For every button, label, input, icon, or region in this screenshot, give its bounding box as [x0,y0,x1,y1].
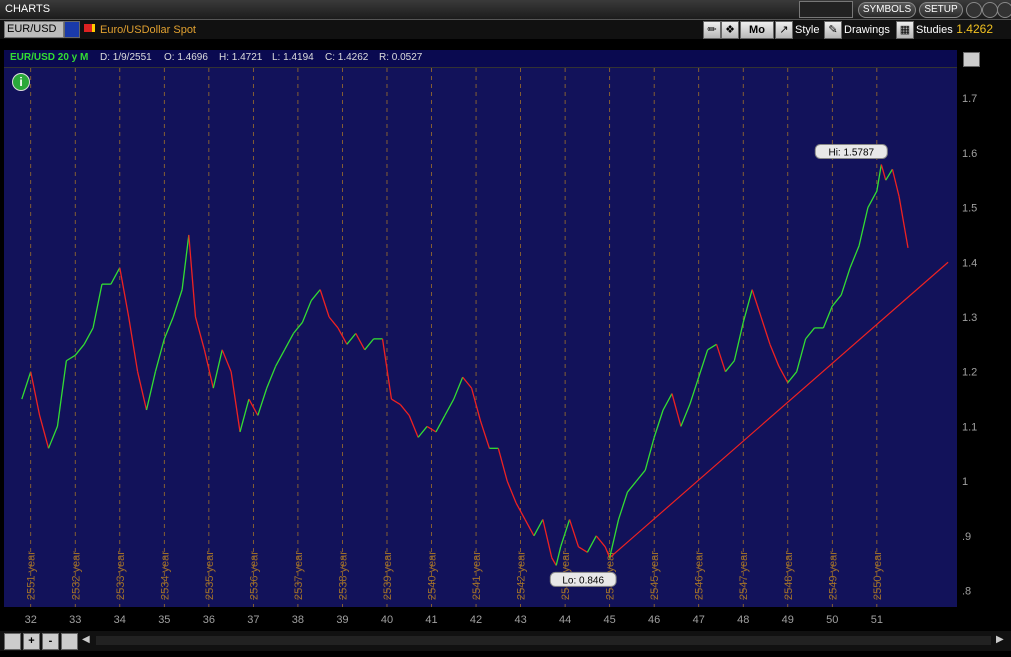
last-price: 1.4262 [956,22,993,36]
drawings-button[interactable]: Drawings [844,24,890,36]
time-axis [4,607,957,627]
flag-icon [84,24,95,32]
window-title: CHARTS [5,3,51,15]
symbol-input[interactable]: EUR/USD [4,21,64,38]
chart-label: EUR/USD 20 y M [10,52,89,63]
layout-icon[interactable] [982,2,998,18]
zoom-out-button[interactable]: - [42,633,59,650]
chart-area[interactable] [4,50,957,607]
studies-button[interactable]: Studies [916,24,953,36]
grid-icon[interactable] [4,633,21,650]
header-date: D: 1/9/2551 [100,52,152,63]
symbol-dropdown-icon[interactable] [64,21,80,38]
timeframe-box[interactable] [799,1,853,18]
period-button[interactable]: Mo [740,21,774,39]
title-bar: CHARTS SYMBOLS SETUP [0,0,1011,20]
pan-hand-icon[interactable] [61,633,78,650]
symbol-description: Euro/USDollar Spot [100,24,196,36]
setup-button[interactable]: SETUP [919,2,963,18]
header-open: O: 1.4696 [164,52,208,63]
header-high: H: 1.4721 [219,52,263,63]
info-icon[interactable]: i [12,73,30,91]
scroll-left-icon[interactable]: ◀ [82,634,90,645]
price-axis [957,50,987,607]
style-icon[interactable]: ↗ [775,21,793,39]
header-low: L: 1.4194 [272,52,314,63]
header-range: R: 0.0527 [379,52,423,63]
print-icon[interactable] [997,2,1011,18]
zoom-in-button[interactable]: + [23,633,40,650]
scroll-track[interactable] [96,636,991,645]
link-icon[interactable] [966,2,982,18]
scroll-right-icon[interactable]: ▶ [996,634,1004,645]
studies-icon[interactable]: ▦ [896,21,914,39]
drawing-tool-icon[interactable]: ✏ [703,21,721,39]
chart-header: EUR/USD 20 y M D: 1/9/2551 O: 1.4696 H: … [4,50,957,68]
symbols-button[interactable]: SYMBOLS [858,2,916,18]
magnet-icon[interactable]: ❖ [721,21,739,39]
style-button[interactable]: Style [795,24,820,36]
chart-toolbar: EUR/USD Euro/USDollar Spot ✏ ❖ Mo ↗ Styl… [0,20,1011,39]
scroll-bar: + - ◀ ▶ [0,631,1011,651]
drawings-icon[interactable]: ✎ [824,21,842,39]
header-close: C: 1.4262 [325,52,369,63]
chart-config-icon[interactable] [963,52,980,67]
